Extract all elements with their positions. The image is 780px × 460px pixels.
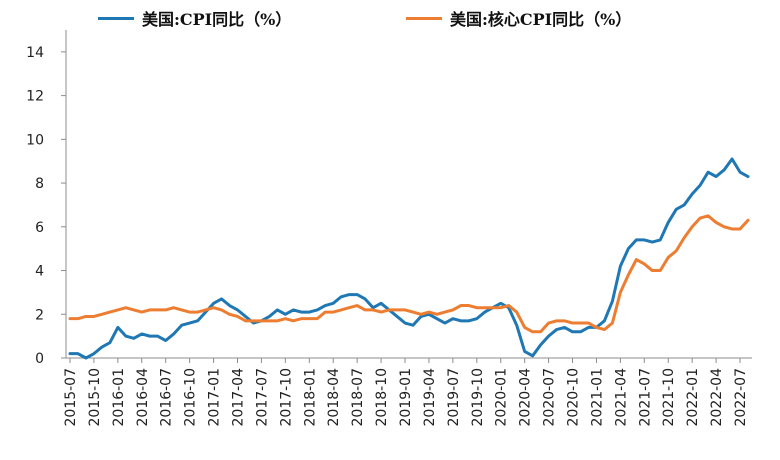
legend-label-cpi: 美国:CPI同比（%） <box>142 10 292 29</box>
x-tick-label: 2018-07 <box>350 368 366 427</box>
y-tick-label: 10 <box>26 132 44 148</box>
x-tick-label: 2019-04 <box>422 368 438 427</box>
y-tick-label: 6 <box>35 220 44 236</box>
y-tick-label: 8 <box>35 176 44 192</box>
x-tick-label: 2016-07 <box>159 368 175 427</box>
legend-swatch-core-cpi <box>406 16 442 20</box>
y-tick-label: 14 <box>26 45 44 61</box>
legend-label-core-cpi: 美国:核心CPI同比（%） <box>450 10 632 29</box>
x-tick-label: 2019-07 <box>446 368 462 427</box>
x-tick-label: 2021-04 <box>613 368 629 427</box>
x-tick-label: 2020-04 <box>518 368 534 427</box>
legend: 美国:CPI同比（%） 美国:核心CPI同比（%） <box>0 6 780 30</box>
x-tick-label: 2020-07 <box>542 368 558 427</box>
x-tick-label: 2015-10 <box>87 368 103 427</box>
series-line-cpi <box>68 157 750 360</box>
x-tick-label: 2020-10 <box>566 368 582 427</box>
x-tick-label: 2016-04 <box>135 368 151 427</box>
x-tick-label: 2016-10 <box>183 368 199 427</box>
x-tick-label: 2022-07 <box>733 368 749 427</box>
x-tick-label: 2021-07 <box>637 368 653 427</box>
legend-item-core-cpi: 美国:核心CPI同比（%） <box>406 6 631 30</box>
x-tick-label: 2017-01 <box>207 368 223 427</box>
x-tick-label: 2015-07 <box>63 368 79 427</box>
x-tick-label: 2021-01 <box>589 368 605 427</box>
y-axis: 0 2 4 6 8 10 12 14 <box>26 30 67 367</box>
x-tick-label: 2018-10 <box>374 368 390 427</box>
series-lines <box>68 157 750 360</box>
y-tick-label: 4 <box>35 264 44 280</box>
x-tick-label: 2021-10 <box>661 368 677 427</box>
y-tick-label: 12 <box>26 89 44 105</box>
x-tick-label: 2022-04 <box>709 368 725 427</box>
x-tick-label: 2019-10 <box>470 368 486 427</box>
x-tick-label: 2016-01 <box>111 368 127 427</box>
y-tick-label: 2 <box>35 307 44 323</box>
x-tick-label: 2018-04 <box>326 368 342 427</box>
x-tick-label: 2020-01 <box>494 368 510 427</box>
x-tick-label: 2018-01 <box>302 368 318 427</box>
legend-item-cpi: 美国:CPI同比（%） <box>98 6 291 30</box>
y-tick-label: 0 <box>35 351 44 367</box>
x-tick-label: 2017-04 <box>231 368 247 427</box>
x-tick-label: 2017-07 <box>254 368 270 427</box>
x-tick-label: 2019-01 <box>398 368 414 427</box>
x-tick-label: 2022-01 <box>685 368 701 427</box>
legend-swatch-cpi <box>98 16 134 20</box>
x-axis: 2015-07 2015-10 2016-01 2016-04 2016-07 2016-… <box>63 357 752 427</box>
series-line-core-cpi <box>68 214 750 334</box>
x-tick-label: 2017-10 <box>278 368 294 427</box>
